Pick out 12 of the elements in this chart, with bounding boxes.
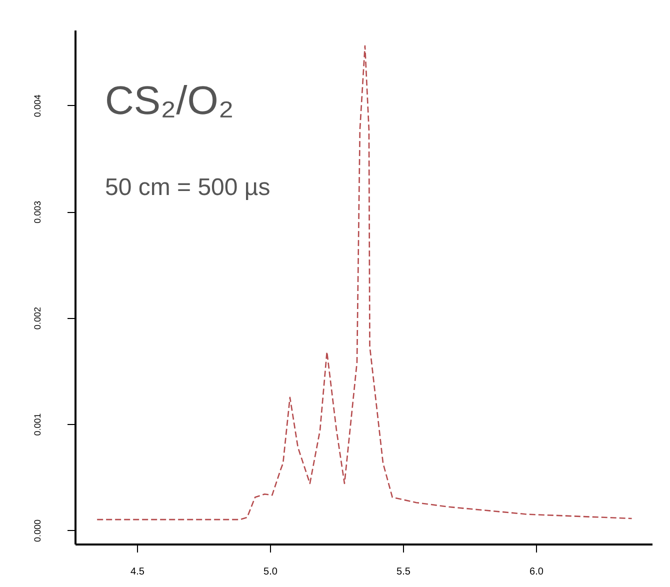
text: CS₂/O₂ [105, 79, 234, 123]
y-tick-label: 0.001 [32, 413, 42, 436]
x-tick-label: 4.5 [130, 566, 145, 578]
y-tick-label: 0.004 [32, 94, 42, 118]
y-tick-label: 0.000 [32, 519, 42, 542]
line-series [96, 45, 632, 520]
y-tick-label: 0.003 [32, 200, 42, 224]
x-tick-label: 6.0 [530, 566, 544, 578]
x-tick-label: 5.5 [396, 566, 411, 578]
annotation: 50 cm = 500 µs [105, 174, 270, 201]
x-tick-label: 5.0 [264, 566, 278, 578]
y-tick-label: 0.002 [32, 307, 42, 330]
